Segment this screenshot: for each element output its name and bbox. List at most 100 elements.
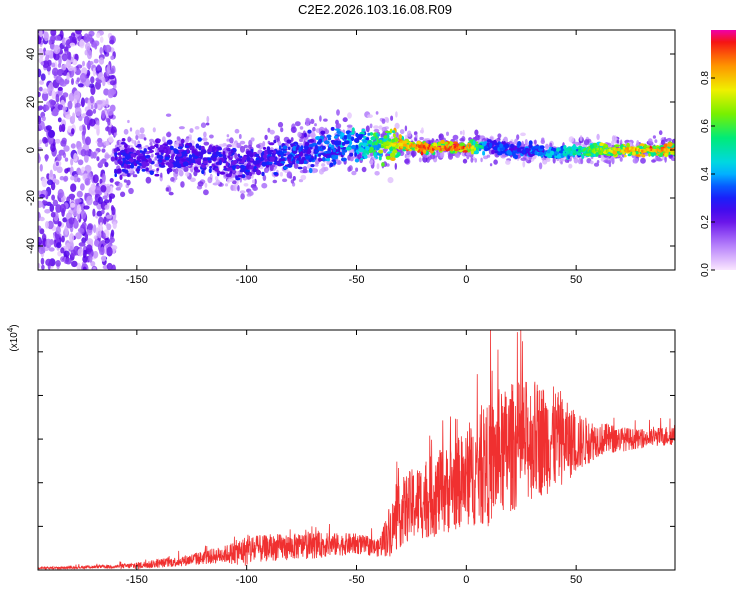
- heat-cell: [59, 81, 67, 87]
- heat-cell: [165, 187, 169, 192]
- heat-cell: [473, 137, 479, 141]
- heat-cell: [78, 242, 86, 247]
- heat-cell: [99, 36, 104, 43]
- heat-cell: [619, 149, 622, 153]
- heat-cell: [302, 166, 308, 171]
- heat-cell: [307, 163, 312, 169]
- heat-cell: [266, 146, 271, 152]
- heat-cell: [369, 132, 374, 136]
- heat-cell: [239, 145, 246, 153]
- heat-cell: [622, 146, 626, 150]
- heat-cell: [247, 162, 251, 166]
- heat-cell: [38, 36, 42, 45]
- heat-cell: [76, 204, 82, 215]
- heat-cell: [343, 140, 350, 145]
- heat-cell: [56, 166, 63, 174]
- heat-cell: [176, 163, 183, 169]
- heat-cell: [368, 146, 374, 151]
- heat-cell: [462, 158, 468, 164]
- heat-cell: [646, 145, 650, 148]
- heat-cell: [321, 145, 326, 150]
- heat-cell: [534, 139, 537, 145]
- heat-cell: [204, 182, 208, 188]
- heat-cell: [590, 144, 595, 150]
- heat-cell: [484, 147, 488, 152]
- heat-cell: [57, 188, 64, 199]
- heat-cell: [102, 195, 108, 200]
- heat-cell: [650, 148, 653, 151]
- heat-cell: [218, 159, 222, 166]
- heat-cell: [322, 156, 326, 162]
- heat-cell: [60, 247, 65, 254]
- heat-cell: [409, 144, 412, 148]
- figure-title: C2E2.2026.103.16.08.R09: [298, 2, 452, 17]
- heat-cell: [333, 135, 338, 139]
- heat-cell: [473, 147, 476, 151]
- heat-cell: [624, 154, 627, 158]
- heat-cell: [326, 155, 332, 159]
- heat-cell: [51, 110, 59, 117]
- heat-cell: [380, 133, 385, 138]
- heat-cell: [399, 143, 403, 147]
- heat-cell: [446, 131, 449, 136]
- heat-cell: [297, 131, 302, 138]
- heat-cell: [38, 68, 42, 78]
- heat-cell: [256, 170, 262, 176]
- heat-cell: [62, 106, 68, 111]
- heat-cell: [635, 154, 641, 157]
- heat-cell: [108, 136, 114, 143]
- heat-cell: [167, 148, 171, 155]
- heat-cell: [292, 160, 296, 165]
- heat-cell: [480, 157, 483, 163]
- heat-cell: [183, 166, 189, 172]
- heat-cell: [277, 121, 284, 128]
- heat-cell: [77, 248, 84, 257]
- heat-cell: [92, 224, 97, 234]
- heat-cell: [75, 232, 82, 240]
- heat-cell: [74, 198, 82, 203]
- heat-cell: [619, 156, 623, 162]
- heat-cell: [319, 168, 324, 175]
- heat-cell: [189, 128, 194, 133]
- heat-cell: [149, 142, 153, 146]
- heat-cell: [596, 147, 599, 151]
- heat-cell: [664, 148, 667, 152]
- x-tick-label: -50: [349, 274, 365, 286]
- heat-cell: [160, 162, 165, 166]
- heat-cell: [216, 170, 221, 174]
- heat-cell: [493, 159, 498, 165]
- heat-cell: [93, 235, 98, 240]
- heat-cell: [340, 157, 347, 162]
- heat-cell: [145, 176, 152, 184]
- heat-cell: [93, 124, 100, 130]
- heat-cell: [538, 151, 544, 156]
- heat-cell: [106, 246, 113, 257]
- heat-cell: [593, 162, 600, 167]
- heat-cell: [655, 156, 662, 162]
- heat-cell: [70, 143, 76, 149]
- heat-cell: [304, 142, 310, 146]
- heat-cell: [87, 223, 94, 231]
- heat-cell: [50, 211, 56, 218]
- heat-cell: [327, 137, 332, 141]
- heat-cell: [228, 151, 232, 156]
- heat-cell: [110, 229, 115, 237]
- heat-cell: [378, 125, 383, 130]
- heat-cell: [363, 155, 368, 159]
- heat-cell: [239, 140, 246, 145]
- heat-cell: [391, 130, 396, 134]
- heat-cell: [489, 163, 493, 167]
- heat-cell: [159, 144, 164, 149]
- heat-cell: [351, 131, 355, 135]
- heat-cell: [70, 202, 76, 208]
- heat-cell: [369, 123, 373, 129]
- heat-cell: [288, 156, 291, 160]
- heat-cell: [355, 144, 359, 148]
- heat-cell: [445, 144, 449, 148]
- heat-cell: [216, 146, 222, 150]
- heat-cell: [230, 149, 234, 154]
- heat-cell: [194, 151, 199, 156]
- heat-cell: [230, 184, 234, 191]
- heat-cell: [599, 147, 603, 151]
- heat-cell: [345, 146, 352, 151]
